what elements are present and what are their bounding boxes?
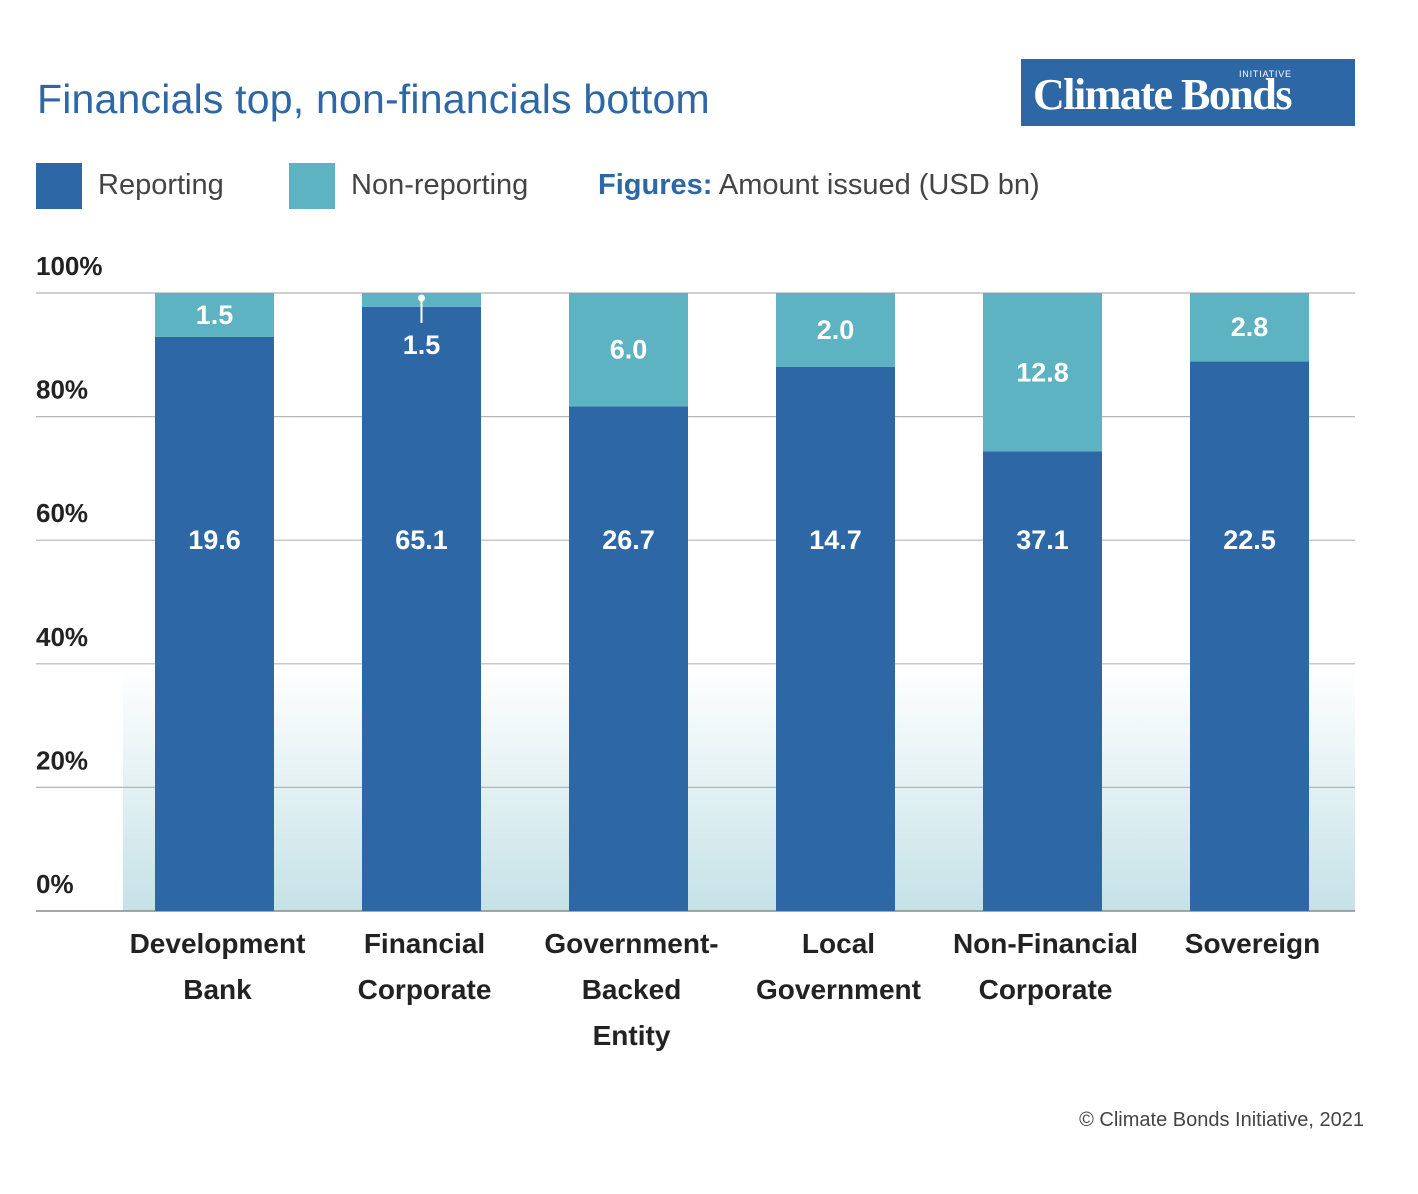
y-tick-label: 100%: [36, 251, 103, 281]
y-tick-label: 0%: [36, 869, 74, 899]
y-tick-label: 60%: [36, 498, 88, 528]
x-category-label: Corporate: [358, 974, 492, 1005]
copyright: © Climate Bonds Initiative, 2021: [1079, 1109, 1364, 1131]
x-category-label: Sovereign: [1185, 928, 1320, 959]
figures-note: Figures: Amount issued (USD bn): [598, 169, 1040, 202]
bar-non-reporting: [983, 293, 1102, 452]
bar-non-reporting: [776, 293, 895, 368]
chart-title: Financials top, non-financials bottom: [37, 76, 710, 122]
data-label-reporting: 14.7: [809, 525, 862, 555]
y-tick-label: 20%: [36, 745, 88, 775]
bar-reporting: [362, 306, 481, 911]
data-label-non-reporting: 1.5: [196, 300, 234, 330]
legend-label-non-reporting: Non-reporting: [351, 169, 529, 201]
bar-reporting: [776, 367, 895, 911]
bar-reporting: [1190, 361, 1309, 911]
x-category-label: Financial: [364, 928, 485, 959]
figures-note-text: Amount issued (USD bn): [718, 169, 1040, 201]
data-label-non-reporting: 1.5: [403, 330, 441, 360]
x-category-label: Corporate: [979, 974, 1113, 1005]
bar-reporting: [569, 406, 688, 911]
climate-bonds-logo: Climate Bonds INITIATIVE: [1021, 59, 1355, 126]
y-tick-label: 40%: [36, 622, 88, 652]
logo-subtext: INITIATIVE: [1239, 69, 1292, 79]
data-label-reporting: 26.7: [602, 525, 655, 555]
bar-non-reporting: [569, 293, 688, 407]
bar-non-reporting: [155, 293, 274, 337]
data-label-non-reporting: 2.8: [1231, 312, 1269, 342]
data-label-non-reporting: 2.0: [817, 315, 855, 345]
callout-dot: [418, 294, 425, 302]
data-label-reporting: 37.1: [1016, 525, 1069, 555]
data-label-reporting: 22.5: [1223, 525, 1276, 555]
legend-swatch-non-reporting: [289, 163, 335, 209]
logo-text: Climate Bonds: [1033, 70, 1292, 119]
legend-label-reporting: Reporting: [98, 169, 224, 201]
data-label-reporting: 65.1: [395, 525, 448, 555]
x-category-label: Government-: [544, 928, 718, 959]
data-label-non-reporting: 12.8: [1016, 357, 1069, 387]
x-category-label: Development: [130, 928, 306, 959]
x-category-label: Non-Financial: [953, 928, 1138, 959]
x-category-label: Bank: [183, 974, 252, 1005]
legend-swatch-reporting: [36, 163, 82, 209]
x-category-label: Government: [756, 974, 921, 1005]
data-label-non-reporting: 6.0: [610, 335, 648, 365]
bar-reporting: [155, 336, 274, 911]
bar-reporting: [983, 451, 1102, 911]
plot-background-band: [123, 667, 1355, 911]
y-tick-label: 80%: [36, 375, 88, 405]
data-label-reporting: 19.6: [188, 525, 241, 555]
x-category-label: Backed: [582, 974, 682, 1005]
bar-non-reporting: [1190, 293, 1309, 362]
figures-note-key: Figures:: [598, 169, 713, 201]
x-category-label: Entity: [593, 1020, 671, 1051]
x-category-label: Local: [802, 928, 875, 959]
